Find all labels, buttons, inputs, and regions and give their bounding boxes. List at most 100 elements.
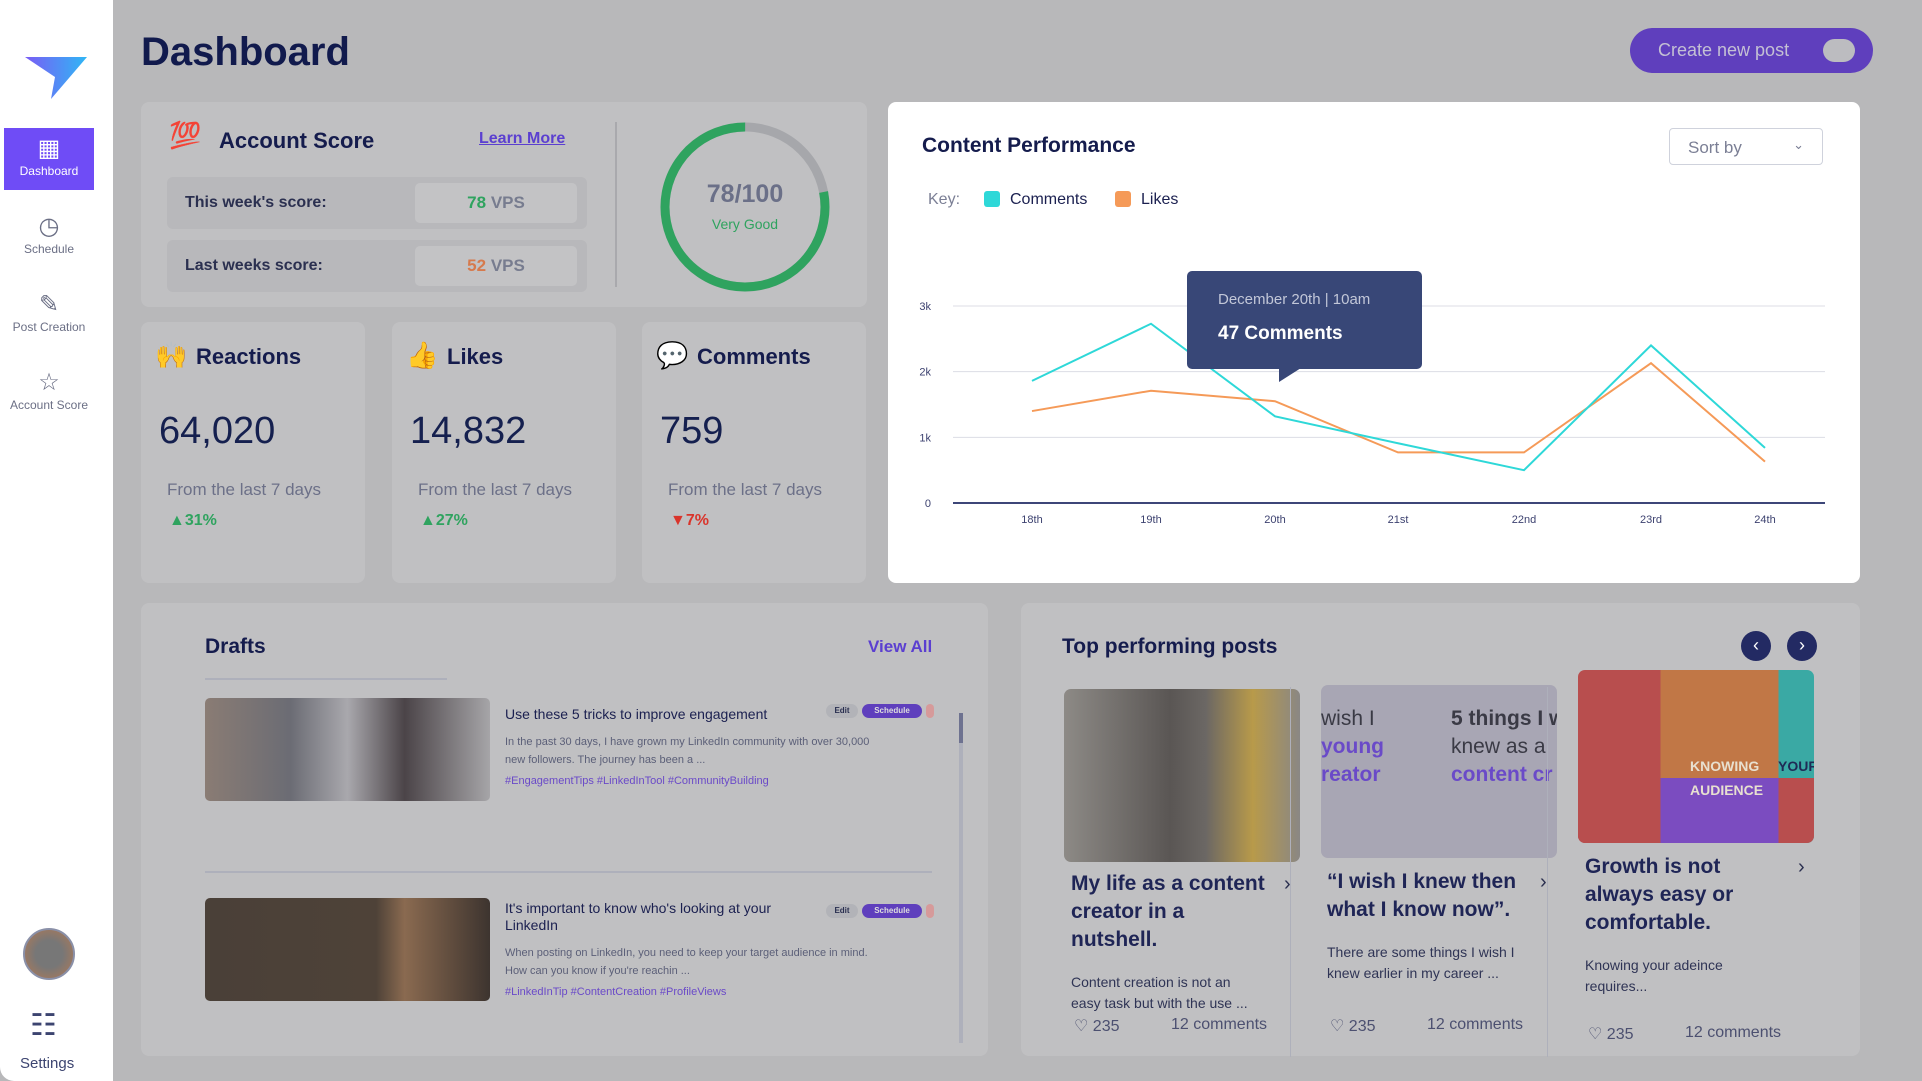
last-week-score: Last weeks score: 52 VPS xyxy=(167,240,587,292)
x-tick-label: 22nd xyxy=(1512,514,1536,526)
divider xyxy=(205,678,447,680)
heart-icon: ♡ xyxy=(1588,1026,1603,1043)
drafts-panel: Drafts View All Use these 5 tricks to im… xyxy=(141,603,988,1056)
schedule-button[interactable]: Schedule xyxy=(862,704,922,718)
post-comments: 12 comments xyxy=(1685,1024,1782,1041)
sidebar-item-dashboard[interactable]: ▦ Dashboard xyxy=(4,128,94,190)
x-tick-label: 20th xyxy=(1264,514,1285,526)
this-week-value: 78 VPS xyxy=(415,183,577,223)
grid-icon: ▦ xyxy=(37,135,61,162)
post-thumbnail[interactable]: KNOWING YOUR AUDIENCE xyxy=(1578,670,1814,843)
x-tick-label: 24th xyxy=(1754,514,1775,526)
edit-button[interactable]: Edit xyxy=(826,904,858,918)
stat-sub: From the last 7 days xyxy=(668,480,823,499)
star-icon: ☆ xyxy=(38,369,60,396)
post-likes: ♡ 235 xyxy=(1330,1018,1376,1035)
post-comments: 12 comments xyxy=(1427,1016,1524,1033)
avatar[interactable] xyxy=(23,928,75,980)
post-thumbnail[interactable] xyxy=(1064,689,1300,862)
draft-title[interactable]: It's important to know who's looking at … xyxy=(505,900,772,933)
y-tick-label: 0 xyxy=(925,498,931,510)
next-arrow-button[interactable]: › xyxy=(1787,631,1817,661)
x-tick-label: 19th xyxy=(1140,514,1161,526)
x-tick-label: 18th xyxy=(1021,514,1042,526)
account-score-card: 💯 Account Score Learn More This week's s… xyxy=(141,102,867,307)
y-tick-label: 2k xyxy=(919,367,931,379)
post-title[interactable]: “I wish I knew then what I know now”. xyxy=(1327,870,1517,921)
delete-icon[interactable] xyxy=(926,704,934,718)
delete-icon[interactable] xyxy=(926,904,934,918)
draft-tags: #EngagementTips #LinkedInTool #Community… xyxy=(505,775,769,787)
content-performance-card: Content Performance Sort by ⌄ Key: Commen… xyxy=(888,102,1860,583)
stat-sub: From the last 7 days xyxy=(418,480,573,499)
legend-key-label: Key: xyxy=(928,191,961,208)
post-body: Knowing your adeince requires... xyxy=(1585,957,1723,994)
post-likes: ♡ 235 xyxy=(1588,1026,1634,1043)
settings-sliders-icon[interactable]: ☷ xyxy=(30,1009,57,1042)
chevron-right-icon[interactable]: › xyxy=(1540,871,1547,893)
edit-button[interactable]: Edit xyxy=(826,704,858,718)
divider xyxy=(615,122,617,287)
post-title[interactable]: My life as a content creator in a nutshe… xyxy=(1071,872,1265,951)
stat-value: 14,832 xyxy=(410,410,527,452)
view-all-link[interactable]: View All xyxy=(868,637,933,656)
stat-title: Likes xyxy=(447,344,504,369)
chart-tooltip: December 20th | 10am 47 Comments xyxy=(1187,271,1422,382)
learn-more-link[interactable]: Learn More xyxy=(479,130,566,147)
this-week-label: This week's score: xyxy=(185,194,327,211)
stat-title: Comments xyxy=(697,344,811,369)
settings-label[interactable]: Settings xyxy=(20,1055,75,1072)
divider xyxy=(1547,687,1548,1057)
draft-body: In the past 30 days, I have grown my Lin… xyxy=(505,736,870,766)
stat-change: ▲31% xyxy=(169,512,217,529)
chat-bubble-icon xyxy=(1823,39,1855,62)
last-week-label: Last weeks score: xyxy=(185,257,323,274)
divider xyxy=(205,871,932,873)
heart-icon: ♡ xyxy=(1074,1018,1089,1035)
create-label: Create new post xyxy=(1658,40,1790,60)
score-gauge xyxy=(660,122,830,292)
sidebar-item-account-score[interactable]: ☆ Account Score xyxy=(4,362,94,424)
sidebar-item-post-creation[interactable]: ✎ Post Creation xyxy=(4,284,94,346)
scrollbar[interactable] xyxy=(959,713,963,1043)
chevron-right-icon[interactable]: › xyxy=(1284,873,1291,895)
y-tick-label: 1k xyxy=(919,432,931,444)
hundred-emoji-icon: 💯 xyxy=(169,120,202,150)
draft-tags: #LinkedInTip #ContentCreation #ProfileVi… xyxy=(505,986,727,998)
sidebar-item-schedule[interactable]: ◷ Schedule xyxy=(4,206,94,268)
stat-value: 759 xyxy=(660,410,724,452)
divider xyxy=(1290,687,1291,1057)
thumbnail-text: KNOWING xyxy=(1690,758,1760,774)
drafts-title: Drafts xyxy=(205,635,266,658)
scrollbar-thumb[interactable] xyxy=(959,713,963,743)
tooltip-pointer xyxy=(1279,368,1301,382)
chevron-right-icon[interactable]: › xyxy=(1798,856,1805,878)
reactions-emoji-icon: 🙌 xyxy=(155,340,188,370)
schedule-button[interactable]: Schedule xyxy=(862,904,922,918)
post-body: Content creation is not an easy task but… xyxy=(1071,974,1248,1011)
this-week-score: This week's score: 78 VPS xyxy=(167,177,587,229)
draft-thumbnail[interactable] xyxy=(205,898,490,1001)
post-title[interactable]: Growth is not always easy or comfortable… xyxy=(1585,855,1734,934)
chevron-down-icon: ⌄ xyxy=(1793,137,1804,152)
sort-by-dropdown[interactable]: Sort by ⌄ xyxy=(1669,128,1823,165)
draft-thumbnail[interactable] xyxy=(205,698,490,801)
x-tick-label: 21st xyxy=(1388,514,1409,526)
logo-icon xyxy=(25,57,87,99)
y-tick-label: 3k xyxy=(919,301,931,313)
thumbs-up-icon: 👍 xyxy=(406,340,439,370)
thumbnail-text: 5 things I w knew as a content cr xyxy=(1451,707,1557,786)
draft-title[interactable]: Use these 5 tricks to improve engagement xyxy=(505,706,768,722)
create-new-post-button[interactable]: Create new post xyxy=(1630,28,1873,73)
x-tick-label: 23rd xyxy=(1640,514,1662,526)
prev-arrow-button[interactable]: ‹ xyxy=(1741,631,1771,661)
stat-change: ▲27% xyxy=(420,512,468,529)
thumbnail-text: AUDIENCE xyxy=(1690,782,1764,798)
post-text: “I wish I knew then what I know now”. › T… xyxy=(1327,868,1563,984)
legend-comments-swatch xyxy=(984,191,1000,207)
post-body: There are some things I wish I knew earl… xyxy=(1327,944,1515,981)
gauge-rating: Very Good xyxy=(711,216,779,232)
legend-likes-swatch xyxy=(1115,191,1131,207)
